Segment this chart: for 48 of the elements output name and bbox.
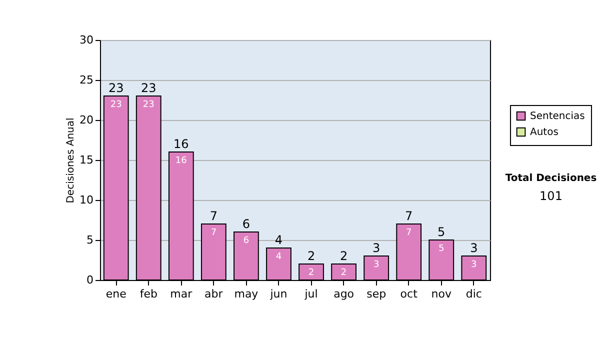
x-tick-label: nov xyxy=(431,288,452,300)
total-label: 4 xyxy=(274,233,283,247)
data-label: 3 xyxy=(373,260,380,270)
x-tick-label: jul xyxy=(304,288,318,300)
x-tick-label: ago xyxy=(334,288,354,300)
y-tick-label: 10 xyxy=(80,194,94,206)
data-label: 7 xyxy=(210,228,217,238)
total-label: 3 xyxy=(372,241,380,255)
x-tick-label: sep xyxy=(366,288,386,300)
total-label: 7 xyxy=(405,209,413,223)
y-tick-label: 0 xyxy=(86,274,94,286)
y-tick-label: 20 xyxy=(80,114,94,126)
x-tick-label: oct xyxy=(400,288,418,300)
total-label: 16 xyxy=(174,137,189,151)
data-label: 2 xyxy=(340,268,347,278)
legend-label: Autos xyxy=(530,127,558,138)
y-tick-label: 5 xyxy=(86,234,94,246)
text: 101 xyxy=(540,189,562,203)
x-tick-label: abr xyxy=(204,288,224,300)
data-label: 3 xyxy=(471,260,477,270)
data-label: 23 xyxy=(110,100,122,110)
x-tick-label: jun xyxy=(269,288,288,300)
x-tick-label: ene xyxy=(106,288,127,300)
data-label: 4 xyxy=(276,252,282,262)
x-tick-label: may xyxy=(234,288,259,300)
y-tick-label: 15 xyxy=(80,154,94,166)
data-label: 2 xyxy=(308,268,314,278)
total-label: 2 xyxy=(340,249,348,263)
x-tick-label: feb xyxy=(140,288,158,300)
total-label: 23 xyxy=(108,81,124,95)
data-label: 7 xyxy=(406,228,412,238)
total-label: 5 xyxy=(438,225,446,239)
total-label: 7 xyxy=(210,209,218,223)
legend-label: Sentencias xyxy=(530,111,585,122)
data-label: 23 xyxy=(142,100,154,110)
x-tick-label: dic xyxy=(466,288,482,300)
x-tick-label: mar xyxy=(170,288,193,300)
total-label: 23 xyxy=(140,81,156,95)
y-axis-title: Decisiones Anual xyxy=(66,118,77,204)
total-label: 6 xyxy=(242,217,250,231)
y-tick-label: 30 xyxy=(80,34,94,46)
text: Total Decisiones xyxy=(505,173,597,184)
data-label: 5 xyxy=(438,244,444,254)
data-label: 6 xyxy=(243,236,250,246)
data-label: 16 xyxy=(175,156,188,166)
total-label: 2 xyxy=(307,249,316,263)
total-label: 3 xyxy=(470,241,478,255)
y-tick-label: 25 xyxy=(80,74,94,86)
